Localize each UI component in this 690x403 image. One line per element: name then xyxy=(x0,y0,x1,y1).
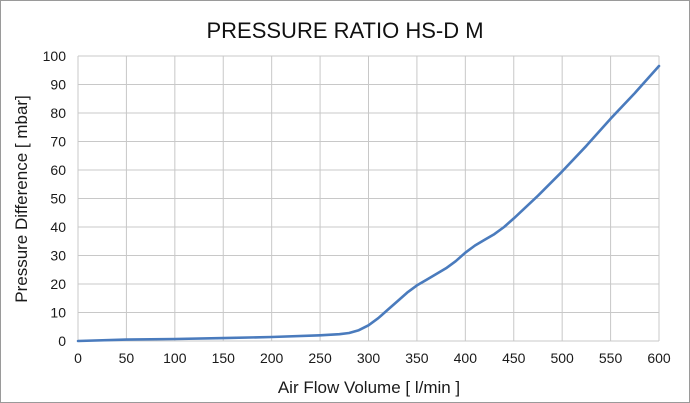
x-tick-label: 350 xyxy=(405,350,429,366)
y-tick-label: 0 xyxy=(58,333,66,349)
grid xyxy=(77,55,660,342)
x-axis-title: Air Flow Volume [ l/min ] xyxy=(278,378,460,397)
y-tick-label: 40 xyxy=(50,219,66,235)
y-tick-label: 60 xyxy=(50,162,66,178)
series-line xyxy=(76,64,661,343)
y-tick-label: 10 xyxy=(50,305,66,321)
x-tick-label: 200 xyxy=(260,350,284,366)
y-tick-label: 30 xyxy=(50,248,66,264)
y-tick-label: 90 xyxy=(50,77,66,93)
x-tick-label: 400 xyxy=(454,350,478,366)
x-tick-label: 500 xyxy=(550,350,574,366)
x-tick-label: 600 xyxy=(647,350,671,366)
y-tick-label: 20 xyxy=(50,276,66,292)
y-tick-label: 80 xyxy=(50,105,66,121)
y-tick-label: 70 xyxy=(50,134,66,150)
y-tick-label: 50 xyxy=(50,191,66,207)
x-tick-label: 250 xyxy=(308,350,332,366)
x-tick-label: 550 xyxy=(599,350,623,366)
x-tick-labels: 0 50 100 150 200 250 300 350 400 450 500 550 600 xyxy=(74,350,671,366)
x-tick-label: 0 xyxy=(74,350,82,366)
x-tick-label: 450 xyxy=(502,350,526,366)
y-tick-label: 100 xyxy=(43,48,67,64)
x-tick-label: 100 xyxy=(163,350,187,366)
x-tick-label: 50 xyxy=(119,350,135,366)
x-tick-label: 150 xyxy=(212,350,236,366)
y-tick-labels: 0 10 20 30 40 50 60 70 80 90 100 xyxy=(43,48,67,349)
chart-title: PRESSURE RATIO HS-D M xyxy=(206,18,483,43)
x-tick-label: 300 xyxy=(357,350,381,366)
y-axis-title: Pressure Difference [ mbar] xyxy=(12,95,31,303)
